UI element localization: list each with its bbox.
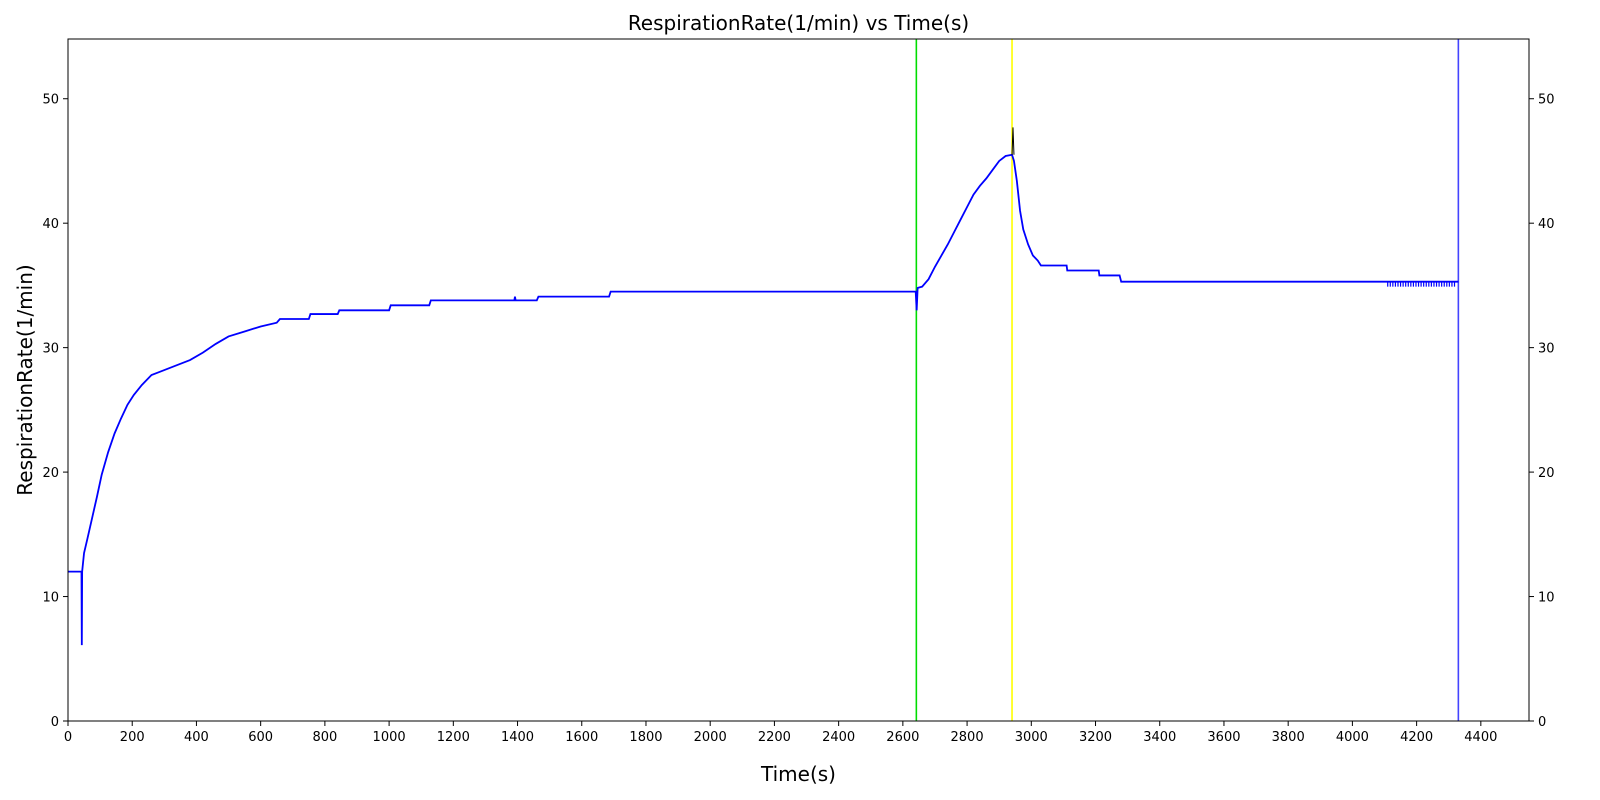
y-axis-label: RespirationRate(1/min)	[13, 264, 37, 495]
x-tick-label: 2200	[758, 730, 791, 745]
right-y-tick-label: 40	[1538, 217, 1555, 232]
y-tick-label: 50	[42, 93, 59, 108]
x-axis-label: Time(s)	[760, 762, 836, 786]
x-tick-label: 3800	[1272, 730, 1305, 745]
chart-title: RespirationRate(1/min) vs Time(s)	[628, 11, 969, 35]
x-tick-label: 1000	[373, 730, 406, 745]
x-tick-label: 1800	[629, 730, 662, 745]
ticks-layer: 0 200 400 600 800 1000 1200 1400 1600 1800 2000 220…	[42, 93, 1554, 745]
x-tick-label: 3600	[1207, 730, 1240, 745]
x-tick-label: 400	[184, 730, 209, 745]
right-y-tick-label: 10	[1538, 591, 1555, 606]
x-tick-label: 4000	[1336, 730, 1369, 745]
x-tick-label: 0	[64, 730, 72, 745]
x-tick-label: 200	[120, 730, 145, 745]
vertical-markers	[915, 39, 1460, 721]
y-tick-label: 30	[42, 342, 59, 357]
right-y-tick-label: 50	[1538, 93, 1555, 108]
x-tick-label: 3400	[1143, 730, 1176, 745]
y-tick-label: 40	[42, 217, 59, 232]
right-y-tick-label: 30	[1538, 342, 1555, 357]
x-tick-label: 2800	[951, 730, 984, 745]
x-tick-label: 2400	[822, 730, 855, 745]
x-tick-label: 3200	[1079, 730, 1112, 745]
right-y-tick-label: 20	[1538, 466, 1555, 481]
x-tick-label: 1400	[501, 730, 534, 745]
series-layer	[68, 127, 1459, 646]
right-y-tick-label: 0	[1538, 715, 1546, 730]
x-tick-label: 600	[248, 730, 273, 745]
x-tick-label: 1200	[437, 730, 470, 745]
x-tick-label: 4400	[1464, 730, 1497, 745]
y-tick-label: 10	[42, 591, 59, 606]
x-tick-label: 2000	[694, 730, 727, 745]
y-tick-label: 0	[51, 715, 59, 730]
series-line-1	[68, 153, 1459, 646]
plot-frame	[67, 38, 1530, 722]
series-line-2	[1011, 127, 1015, 155]
x-tick-label: 800	[312, 730, 337, 745]
x-tick-label: 4200	[1400, 730, 1433, 745]
x-tick-label: 1600	[565, 730, 598, 745]
x-tick-label: 3000	[1015, 730, 1048, 745]
y-tick-label: 20	[42, 466, 59, 481]
x-tick-label: 2600	[886, 730, 919, 745]
